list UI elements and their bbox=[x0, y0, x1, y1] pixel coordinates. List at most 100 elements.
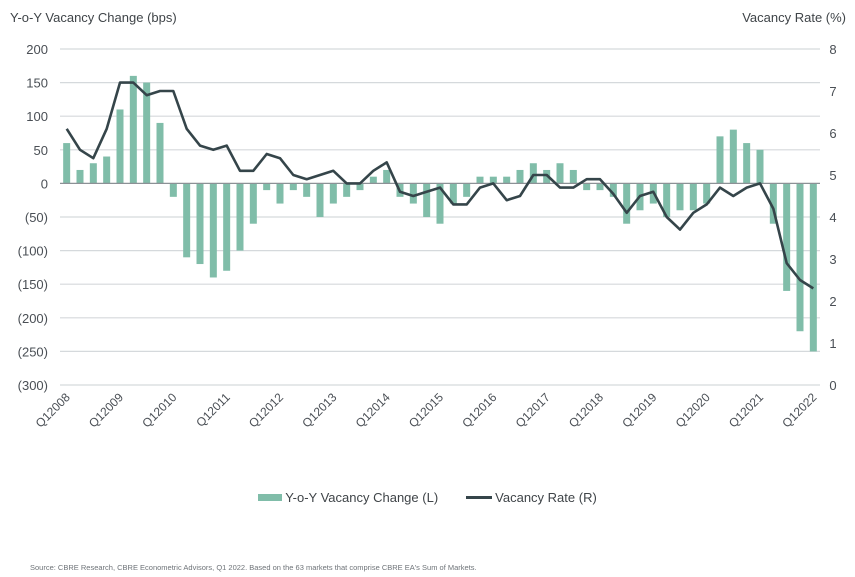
x-tick-label: Q12015 bbox=[406, 390, 446, 430]
bar bbox=[89, 163, 97, 184]
left-tick-label: (100) bbox=[18, 244, 48, 259]
left-tick-label: 200 bbox=[26, 42, 48, 57]
bar bbox=[103, 156, 111, 184]
bar bbox=[716, 136, 724, 184]
bar bbox=[809, 183, 817, 352]
bar bbox=[316, 183, 324, 217]
bar bbox=[169, 183, 177, 197]
bar bbox=[129, 75, 137, 184]
bar bbox=[569, 169, 577, 184]
legend-item-bars: Y-o-Y Vacancy Change (L) bbox=[258, 490, 438, 505]
bar bbox=[343, 183, 351, 197]
bar bbox=[409, 183, 417, 204]
bar-swatch-icon bbox=[258, 494, 283, 501]
bar bbox=[356, 183, 364, 191]
bar bbox=[143, 82, 151, 184]
right-tick-label: 2 bbox=[829, 294, 836, 309]
bar bbox=[463, 183, 471, 197]
bar bbox=[689, 183, 697, 211]
gridlines bbox=[60, 48, 820, 386]
bar bbox=[663, 183, 671, 217]
left-tick-label: (150) bbox=[18, 277, 48, 292]
bar bbox=[676, 183, 684, 211]
x-tick-label: Q12011 bbox=[193, 390, 233, 430]
right-axis-ticks: 8 7 6 5 4 3 2 1 0 bbox=[829, 42, 836, 393]
vacancy-rate-line bbox=[65, 81, 814, 290]
bar bbox=[729, 129, 737, 184]
line-series bbox=[65, 81, 814, 290]
x-tick-label: Q12009 bbox=[86, 390, 126, 430]
left-tick-label: (50) bbox=[25, 210, 48, 225]
legend-item-line: Vacancy Rate (R) bbox=[466, 490, 597, 505]
x-tick-label: Q12022 bbox=[779, 390, 819, 430]
right-tick-label: 6 bbox=[829, 126, 836, 141]
left-axis-ticks: 200 150 100 50 0 (50) (100) (150) (200) (250) (300… bbox=[18, 42, 48, 393]
x-tick-label: Q12016 bbox=[459, 390, 499, 430]
bar bbox=[516, 169, 524, 184]
bar bbox=[263, 183, 271, 191]
legend: Y-o-Y Vacancy Change (L) Vacancy Rate (R… bbox=[0, 490, 855, 505]
x-tick-label: Q12021 bbox=[726, 390, 766, 430]
bar bbox=[383, 169, 391, 184]
bar bbox=[583, 183, 591, 191]
bar bbox=[236, 183, 244, 251]
bar bbox=[783, 183, 791, 291]
bar bbox=[703, 183, 711, 204]
bar bbox=[743, 143, 751, 184]
x-tick-label: Q12010 bbox=[139, 390, 179, 430]
left-axis-title: Y-o-Y Vacancy Change (bps) bbox=[10, 10, 177, 25]
right-tick-label: 1 bbox=[829, 336, 836, 351]
right-axis-title: Vacancy Rate (%) bbox=[742, 10, 846, 25]
right-tick-label: 0 bbox=[829, 378, 836, 393]
left-tick-label: (200) bbox=[18, 311, 48, 326]
bar bbox=[329, 183, 337, 204]
left-tick-label: 50 bbox=[34, 143, 48, 158]
source-footnote: Source: CBRE Research, CBRE Econometric … bbox=[30, 563, 477, 572]
bar bbox=[796, 183, 804, 332]
bar bbox=[609, 183, 617, 197]
bar bbox=[476, 176, 484, 184]
right-tick-label: 8 bbox=[829, 42, 836, 57]
legend-line-label: Vacancy Rate (R) bbox=[495, 490, 597, 505]
left-tick-label: 150 bbox=[26, 76, 48, 91]
bar bbox=[156, 122, 164, 184]
bar bbox=[249, 183, 257, 224]
bar bbox=[769, 183, 777, 224]
left-tick-label: 100 bbox=[26, 109, 48, 124]
bar bbox=[303, 183, 311, 197]
bar bbox=[183, 183, 191, 258]
bar bbox=[756, 149, 764, 184]
x-tick-label: Q12012 bbox=[246, 390, 286, 430]
right-tick-label: 3 bbox=[829, 252, 836, 267]
bar bbox=[276, 183, 284, 204]
bar bbox=[449, 183, 457, 204]
bar bbox=[596, 183, 604, 191]
left-tick-label: (250) bbox=[18, 344, 48, 359]
bar bbox=[196, 183, 204, 265]
right-tick-label: 4 bbox=[829, 210, 836, 225]
x-tick-label: Q12017 bbox=[513, 390, 553, 430]
x-tick-label: Q12019 bbox=[619, 390, 659, 430]
x-tick-label: Q12013 bbox=[299, 390, 339, 430]
x-tick-label: Q12008 bbox=[33, 390, 73, 430]
bar bbox=[223, 183, 231, 271]
bar bbox=[423, 183, 431, 217]
left-tick-label: (300) bbox=[18, 378, 48, 393]
bar bbox=[289, 183, 297, 191]
bar bbox=[63, 143, 71, 184]
x-tick-label: Q12020 bbox=[673, 390, 713, 430]
bar bbox=[369, 176, 377, 184]
x-axis-ticks: Q12008 Q12009 Q12010 Q12011 Q12012 Q12013 Q120… bbox=[33, 390, 820, 430]
legend-bar-label: Y-o-Y Vacancy Change (L) bbox=[285, 490, 439, 505]
bar bbox=[436, 183, 444, 224]
bar bbox=[116, 109, 124, 184]
bar bbox=[209, 183, 217, 278]
bar bbox=[529, 163, 537, 184]
bar bbox=[556, 163, 564, 184]
line-swatch-icon bbox=[466, 496, 493, 499]
bar bbox=[623, 183, 631, 224]
right-tick-label: 5 bbox=[829, 168, 836, 183]
right-tick-label: 7 bbox=[829, 84, 836, 99]
x-tick-label: Q12014 bbox=[353, 390, 393, 430]
